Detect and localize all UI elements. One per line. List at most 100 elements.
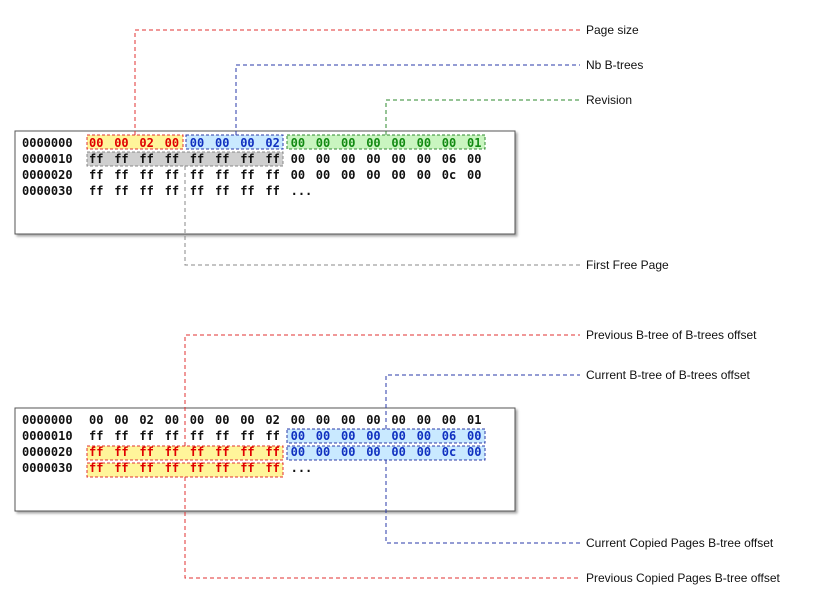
hex-byte: 00 — [341, 136, 355, 150]
hex-byte: 00 — [467, 168, 481, 182]
row-offset: 0000000 — [22, 413, 73, 427]
hex-byte: 00 — [190, 413, 204, 427]
hex-byte: ff — [190, 461, 204, 475]
hex-byte: 00 — [391, 429, 405, 443]
ellipsis: ... — [291, 461, 313, 475]
hex-byte: 00 — [391, 168, 405, 182]
hex-byte: 00 — [291, 168, 305, 182]
hex-byte: ff — [165, 445, 179, 459]
hex-byte: 01 — [467, 136, 481, 150]
hex-byte: ff — [265, 168, 279, 182]
hex-byte: 00 — [89, 413, 103, 427]
hex-byte: 00 — [417, 429, 431, 443]
hex-byte: 00 — [341, 168, 355, 182]
label-prev-copied-pages: Previous Copied Pages B-tree offset — [586, 571, 781, 585]
hex-byte: ff — [190, 152, 204, 166]
hex-byte: 00 — [316, 429, 330, 443]
hex-byte: 02 — [265, 413, 279, 427]
hex-byte: 00 — [417, 136, 431, 150]
hex-byte: 00 — [316, 445, 330, 459]
hex-byte: ff — [139, 461, 153, 475]
hex-byte: 00 — [89, 136, 103, 150]
ellipsis: ... — [291, 184, 313, 198]
leader-prev-copied-pages — [184, 477, 580, 579]
hex-byte: 02 — [139, 136, 153, 150]
hex-byte: 00 — [316, 168, 330, 182]
hex-byte: ff — [114, 445, 128, 459]
hex-byte: ff — [89, 429, 103, 443]
hex-byte: 00 — [291, 445, 305, 459]
hex-byte: 00 — [391, 152, 405, 166]
hex-byte: ff — [89, 152, 103, 166]
hex-byte: 00 — [341, 152, 355, 166]
hex-byte: 06 — [442, 429, 456, 443]
hex-byte: 02 — [139, 413, 153, 427]
hex-byte: 00 — [366, 445, 380, 459]
hex-byte: 00 — [341, 429, 355, 443]
hex-byte: ff — [190, 429, 204, 443]
highlight-nb-btrees — [185, 134, 284, 150]
hex-byte: ff — [265, 461, 279, 475]
hex-byte: 00 — [442, 413, 456, 427]
row-offset: 0000010 — [22, 152, 73, 166]
hex-byte: 00 — [316, 152, 330, 166]
hex-byte: ff — [165, 184, 179, 198]
hex-byte: ff — [240, 461, 254, 475]
hex-byte: ff — [139, 184, 153, 198]
hex-byte: ff — [240, 445, 254, 459]
hex-byte: ff — [240, 429, 254, 443]
hex-byte: 00 — [215, 413, 229, 427]
hex-byte: ff — [139, 152, 153, 166]
row-offset: 0000030 — [22, 184, 73, 198]
hex-byte: 00 — [291, 152, 305, 166]
hex-byte: 00 — [341, 445, 355, 459]
hex-byte: 00 — [114, 413, 128, 427]
row-offset: 0000030 — [22, 461, 73, 475]
hex-byte: 01 — [467, 413, 481, 427]
hex-byte: 00 — [165, 136, 179, 150]
hex-byte: ff — [215, 445, 229, 459]
hex-byte: ff — [89, 184, 103, 198]
hex-byte: 00 — [366, 152, 380, 166]
label-cur-copied-pages: Current Copied Pages B-tree offset — [586, 536, 774, 550]
leader-cur-btree-of-btrees — [385, 374, 580, 429]
leader-first-free-page — [184, 166, 580, 266]
row-offset: 0000010 — [22, 429, 73, 443]
hex-byte: ff — [265, 184, 279, 198]
hex-byte: ff — [165, 168, 179, 182]
hex-byte: 00 — [366, 429, 380, 443]
hex-byte: ff — [114, 168, 128, 182]
hex-byte: 00 — [190, 136, 204, 150]
hex-byte: 00 — [417, 152, 431, 166]
hex-byte: ff — [114, 184, 128, 198]
hex-byte: ff — [114, 461, 128, 475]
label-prev-btree-of-btrees: Previous B-tree of B-trees offset — [586, 328, 757, 342]
hex-byte: ff — [215, 184, 229, 198]
hex-byte: 00 — [240, 413, 254, 427]
hex-byte: 00 — [366, 136, 380, 150]
hex-byte: ff — [89, 461, 103, 475]
hex-byte: ff — [265, 152, 279, 166]
leader-prev-btree-of-btrees — [184, 334, 580, 446]
hex-rows-header: 0000000 00 00 02 00 00 00 00 02 00 00 00 00 00 00 00 010… — [22, 136, 481, 198]
highlight-cur-btree-of-btrees — [286, 428, 486, 444]
hex-byte: 00 — [291, 429, 305, 443]
hex-byte: ff — [215, 152, 229, 166]
hex-byte: 00 — [316, 136, 330, 150]
hex-rows-offsets: 0000000 00 00 02 00 00 00 00 02 00 00 00 00 00 00 00 010… — [22, 413, 481, 475]
hex-byte: ff — [215, 168, 229, 182]
hex-byte: ff — [240, 152, 254, 166]
hex-byte: 00 — [417, 168, 431, 182]
label-first-free-page: First Free Page — [586, 258, 669, 272]
hex-byte: 00 — [114, 136, 128, 150]
hex-byte: 00 — [366, 413, 380, 427]
diagram-header: Page size Nb B-trees Revision First Free… — [14, 23, 669, 272]
hex-byte: ff — [139, 168, 153, 182]
hex-byte: ff — [89, 445, 103, 459]
diagram-offsets: Previous B-tree of B-trees offset Curren… — [14, 328, 781, 585]
hex-byte: 00 — [215, 136, 229, 150]
leader-revision — [385, 99, 580, 135]
hex-byte: 00 — [442, 136, 456, 150]
row-offset: 0000020 — [22, 445, 73, 459]
hex-byte: 00 — [467, 152, 481, 166]
